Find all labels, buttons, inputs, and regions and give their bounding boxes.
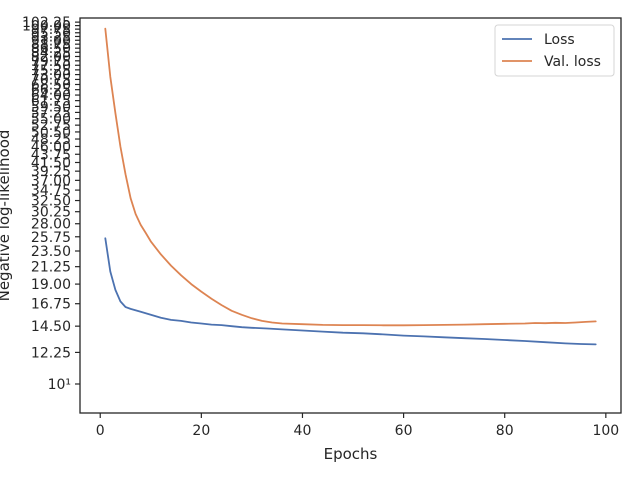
y-tick-label: 48.25 [31, 132, 71, 148]
legend-label-loss: Loss [544, 32, 575, 48]
y-tick-label: 23.50 [31, 244, 71, 260]
y-tick-label: 93.25 [31, 29, 71, 45]
y-tick-label: 68.50 [31, 77, 71, 93]
x-axis-label: Epochs [324, 445, 378, 463]
y-tick-label: 82.00 [31, 49, 71, 65]
x-axis: 0 20 40 60 80 100 [96, 413, 619, 439]
y-tick-label: 61.75 [31, 94, 71, 110]
y-tick-label: 91.00 [31, 33, 71, 49]
y-tick-label: 79.75 [31, 54, 71, 70]
y-tick-label: 84.25 [31, 45, 71, 61]
y-tick-label: 88.75 [31, 37, 71, 53]
y-tick-label: 34.75 [31, 183, 71, 199]
y-tick-label: 21.25 [31, 260, 71, 276]
y-tick-label: 25.75 [31, 230, 71, 246]
series-line-1 [104, 27, 597, 327]
y-tick-label: 41.50 [31, 155, 71, 171]
x-tick-label: 20 [192, 423, 210, 439]
y-tick-label: 43.75 [31, 147, 71, 163]
y-tick-label: 16.75 [31, 297, 71, 313]
y-tick-label: 97.75 [31, 22, 71, 38]
y-tick-label: 32.50 [31, 194, 71, 210]
y-tick-label: 102.25 [22, 15, 71, 31]
y-tick-label: 28.00 [31, 217, 71, 233]
y-tick-label: 19.00 [31, 277, 71, 293]
y-tick-label: 37.00 [31, 173, 71, 189]
legend-box [494, 24, 615, 77]
y-tick-label: 30.25 [31, 205, 71, 221]
y-tick-label: 46.00 [31, 139, 71, 155]
legend-label-val-loss: Val. loss [544, 54, 601, 70]
plot-lines [104, 27, 597, 346]
series-line-0 [104, 237, 597, 346]
y-tick-label: 66.25 [31, 83, 71, 99]
y-tick-label: 100.00 [22, 19, 71, 35]
x-tick-label: 60 [395, 423, 413, 439]
y-tick-label: 55.00 [31, 112, 71, 128]
y-tick-label: 77.50 [31, 58, 71, 74]
y-axis-label: Negative log-likelihood [0, 130, 13, 302]
y-tick-label: 52.75 [31, 118, 71, 134]
x-tick-label: 40 [294, 423, 312, 439]
y-tick-label: 50.50 [31, 125, 71, 141]
y-tick-label: 70.75 [31, 72, 71, 88]
y-tick-label: 59.50 [31, 99, 71, 115]
x-tick-label: 80 [496, 423, 514, 439]
y-tick-label: 86.50 [31, 41, 71, 57]
x-tick-label: 0 [96, 423, 105, 439]
y-tick-label: 39.25 [31, 164, 71, 180]
y-tick-label: 10¹ [48, 377, 71, 393]
y-tick-label: 95.50 [31, 26, 71, 42]
y-tick-label: 14.50 [31, 319, 71, 335]
y-tick-label: 12.25 [31, 345, 71, 361]
y-axis: 10¹ 12.25 14.50 16.75 19.0021.2523.5025.7528… [22, 15, 80, 393]
y-tick-label: 57.25 [31, 105, 71, 121]
y-tick-label: 73.00 [31, 68, 71, 84]
axes-frame [79, 17, 622, 414]
y-tick-label: 64.00 [31, 88, 71, 104]
x-tick-label: 100 [592, 423, 619, 439]
y-tick-label: 75.25 [31, 63, 71, 79]
legend: Loss Val. loss [494, 24, 615, 77]
